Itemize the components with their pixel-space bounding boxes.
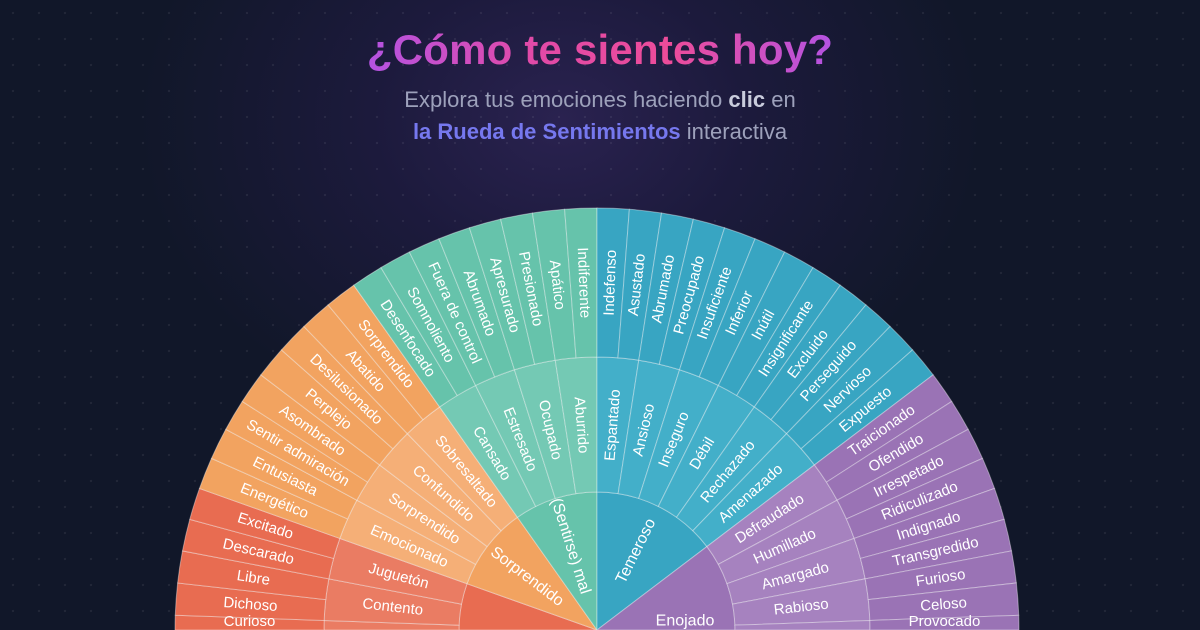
wheel-outer-segment[interactable] [174,582,327,621]
wheel-middle-label: Aburrido [571,396,592,454]
wheel-middle-segment[interactable] [692,432,816,548]
wheel-outer-segment[interactable] [617,208,663,361]
wheel-middle-segment[interactable] [706,464,838,566]
subtitle-text: en [765,87,796,112]
wheel-middle-segment[interactable] [339,499,477,585]
wheel-outer-label: Libre [236,567,272,589]
wheel-outer-segment[interactable] [280,325,409,450]
wheel-middle-segment[interactable] [438,384,537,518]
wheel-outer-label: Curioso [224,613,276,630]
wheel-outer-segment[interactable] [189,487,341,560]
subtitle-bold: clic [728,87,766,112]
wheel-outer-segment[interactable] [303,304,424,435]
wheel-outer-segment[interactable] [785,325,914,450]
wheel-outer-label: Dichoso [223,594,278,615]
wheel-outer-segment[interactable] [596,207,630,359]
wheel-outer-label: Indiferente [574,247,594,318]
wheel-outer-segment[interactable] [210,428,358,520]
wheel-outer-segment[interactable] [698,238,786,387]
wheel-middle-label: Rabioso [773,596,830,619]
wheel-middle-segment[interactable] [406,406,519,532]
wheel-core-0[interactable] [458,583,598,630]
wheel-outer-segment[interactable] [181,518,335,580]
wheel-outer-segment[interactable] [867,582,1020,621]
subtitle-text: interactiva [680,119,788,144]
wheel-outer-label: Provocado [909,613,981,630]
wheel-middle-label: Espantado [602,389,624,462]
wheel-outer-segment[interactable] [438,227,516,378]
wheel-outer-label: Indefenso [601,250,621,316]
wheel-outer-segment[interactable] [736,266,841,408]
wheel-middle-label: Contento [362,595,424,619]
wheel-middle-segment[interactable] [734,619,871,630]
wheel-middle-segment[interactable] [474,369,556,508]
wheel-middle-segment[interactable] [617,359,681,500]
wheel-outer-segment[interactable] [800,349,934,466]
wheel-outer-segment[interactable] [353,266,458,408]
subtitle-text: Explora tus emociones haciendo [404,87,729,112]
wheel-outer-label: Apático [546,259,569,311]
wheel-middle-segment[interactable] [726,537,866,605]
wheel-outer-segment[interactable] [225,400,369,501]
wheel-outer-segment[interactable] [859,518,1013,580]
feelings-wheel-link[interactable]: la Rueda de Sentimientos [412,119,681,144]
wheel-outer-label: Celoso [920,594,968,614]
wheel-outer-segment[interactable] [869,614,1020,630]
header: ¿Cómo te sientes hoy? Explora tus emocio… [0,26,1200,148]
wheel-outer-segment[interactable] [531,208,577,361]
wheel-outer-segment[interactable] [198,457,349,540]
page-title: ¿Cómo te sientes hoy? [366,26,834,73]
wheel-outer-segment[interactable] [853,487,1005,560]
wheel-middle-segment[interactable] [596,356,640,495]
wheel-core-label: Enojado [656,612,715,629]
wheel-outer-segment[interactable] [408,238,496,387]
page-subtitle: Explora tus emociones haciendo clic en l… [0,84,1200,148]
wheel-outer-segment[interactable] [468,218,536,371]
wheel-middle-segment[interactable] [328,537,468,605]
